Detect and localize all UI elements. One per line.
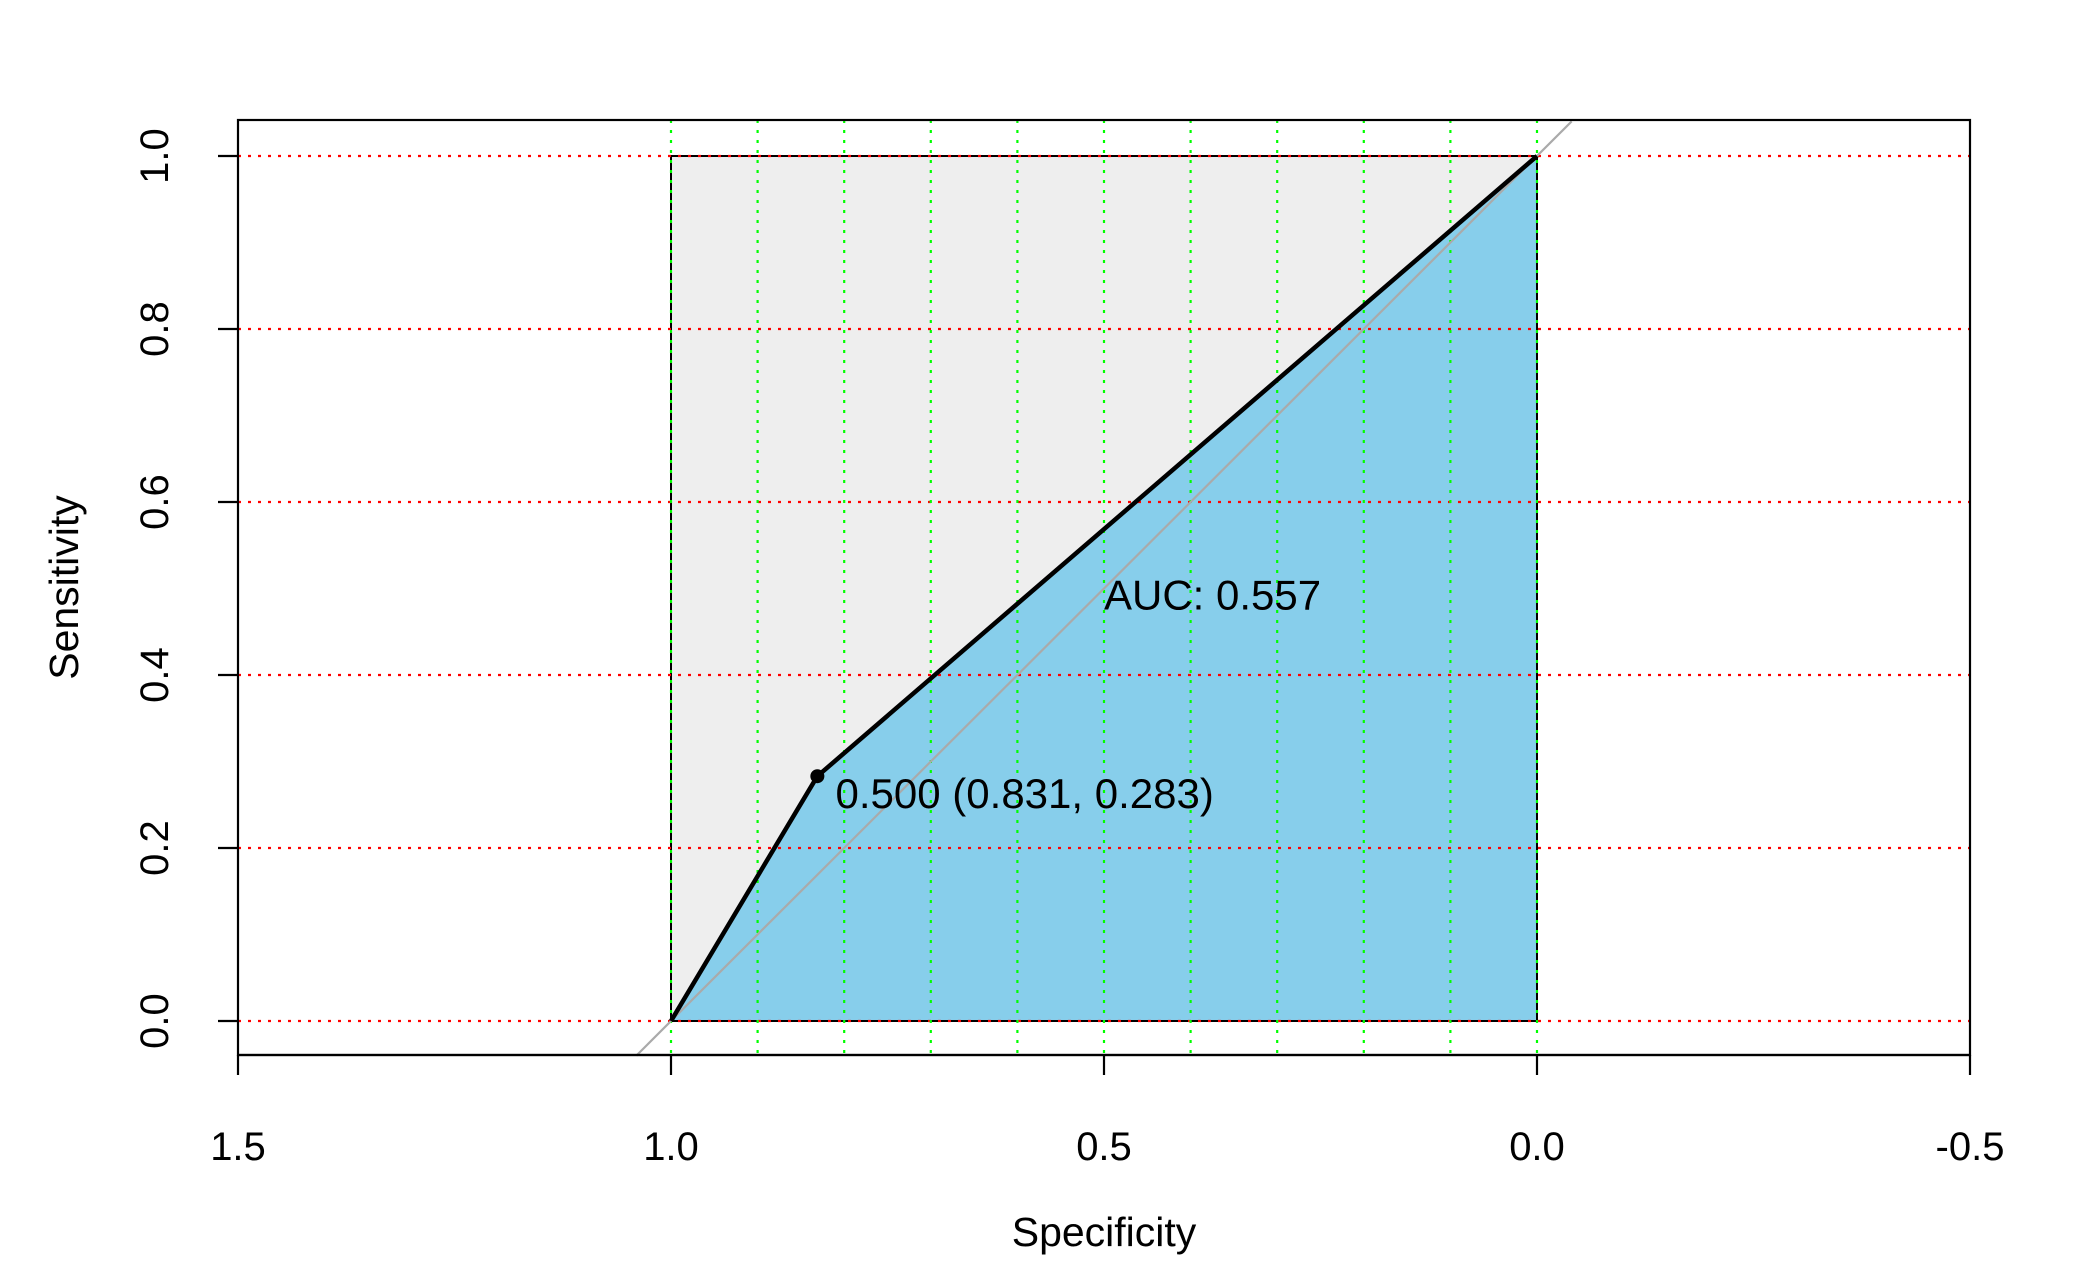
y-tick-label: 0.6 xyxy=(133,474,177,530)
x-tick-label: 1.0 xyxy=(643,1125,699,1169)
y-tick-label: 0.2 xyxy=(133,820,177,876)
x-tick-label: -0.5 xyxy=(1936,1125,2005,1169)
x-tick-label: 0.0 xyxy=(1509,1125,1565,1169)
y-axis-title: Sensitivity xyxy=(41,495,87,680)
x-tick-label: 0.5 xyxy=(1076,1125,1132,1169)
y-tick-label: 0.0 xyxy=(133,993,177,1049)
y-tick-label: 1.0 xyxy=(133,128,177,184)
y-tick-label: 0.8 xyxy=(133,301,177,357)
threshold-point xyxy=(810,769,825,784)
x-axis-title: Specificity xyxy=(1012,1209,1197,1255)
y-tick-label: 0.4 xyxy=(133,647,177,703)
threshold-label: 0.500 (0.831, 0.283) xyxy=(836,770,1214,817)
diagonal-reference-line xyxy=(635,120,1573,1057)
x-tick-label: 1.5 xyxy=(210,1125,266,1169)
auc-label: AUC: 0.557 xyxy=(1104,571,1321,618)
